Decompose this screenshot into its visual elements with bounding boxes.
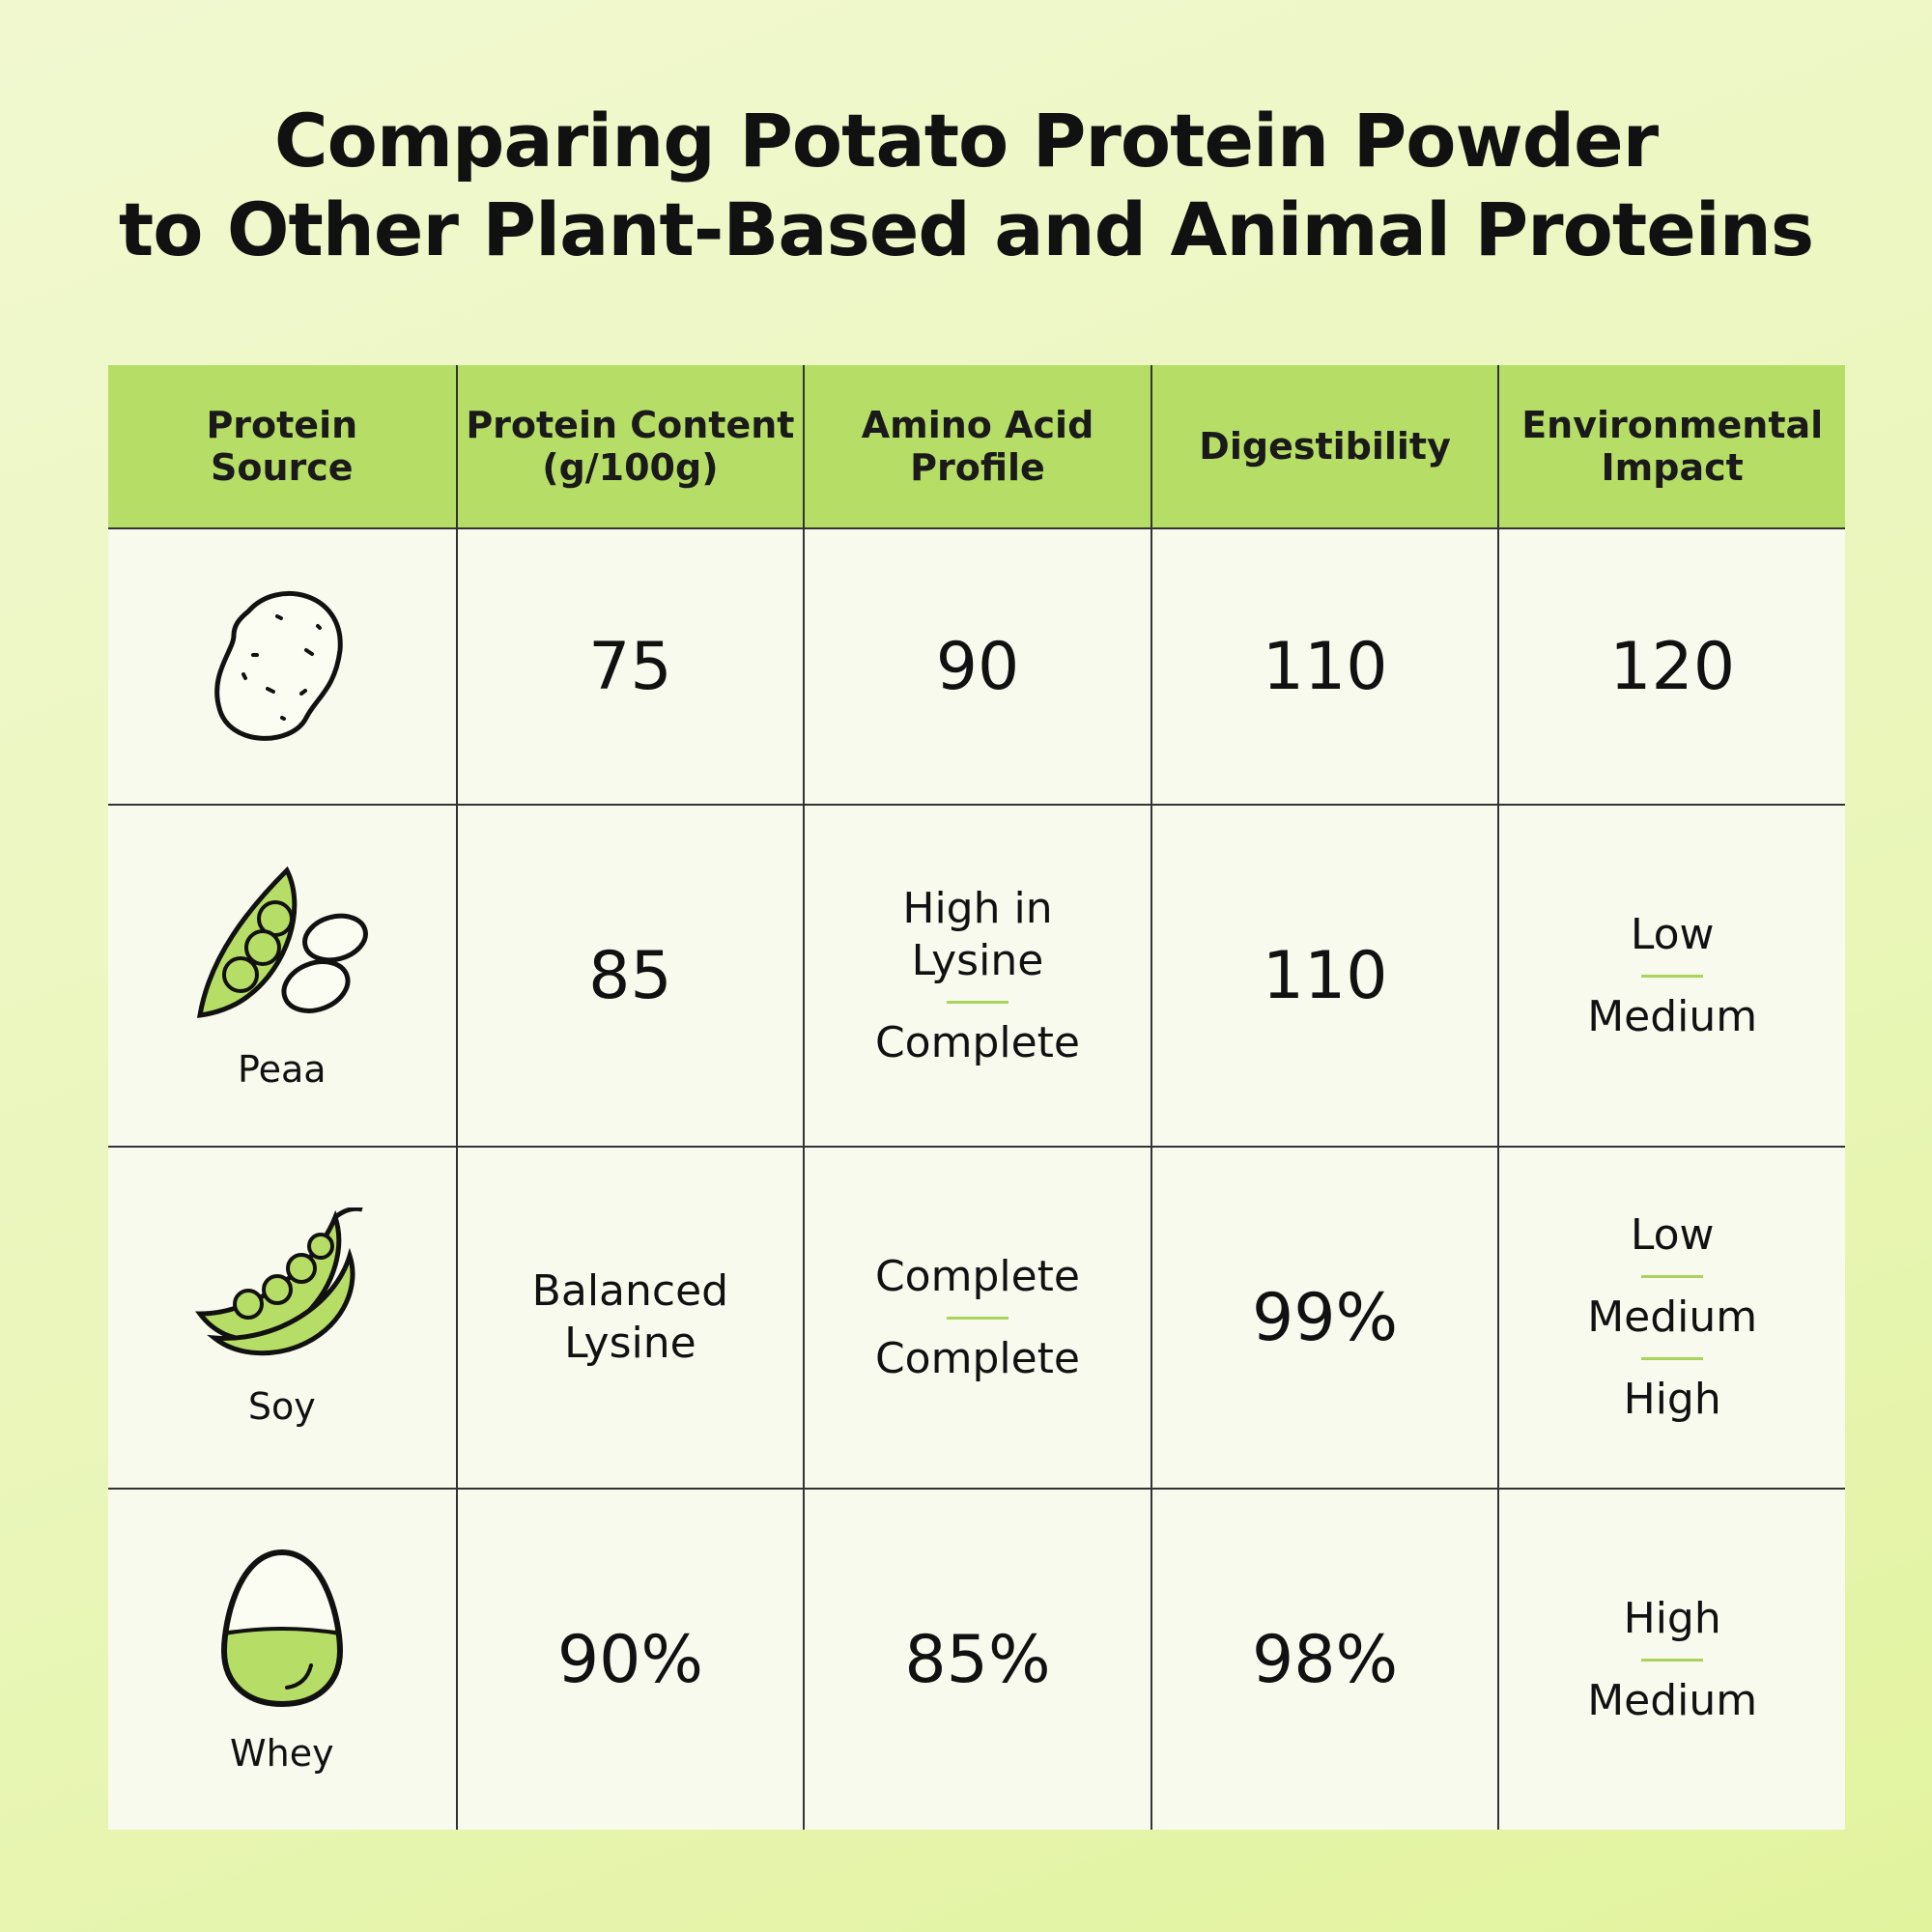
cell-text: 75 (588, 628, 672, 705)
icon (190, 1206, 374, 1366)
cell-text: Low (1630, 1210, 1715, 1260)
cell: 110 (1150, 804, 1498, 1146)
cell-text: 90% (556, 1621, 703, 1698)
cell-text: Low (1630, 909, 1715, 959)
separator (1641, 1357, 1704, 1360)
cell-text: Complete (874, 1333, 1081, 1383)
cell: 120 (1497, 527, 1845, 804)
cell-text: High (1623, 1375, 1721, 1424)
cell-text: Complete (874, 1251, 1081, 1301)
icon (210, 582, 355, 751)
cell-text: 90 (935, 628, 1020, 705)
source-cell (108, 527, 456, 804)
cell: Low Medium High (1497, 1146, 1845, 1488)
cell: 75 (455, 527, 804, 804)
source-cell: Peaa (108, 804, 456, 1146)
cell-text: 98% (1252, 1621, 1399, 1698)
cell-text: Balanced Lysine (531, 1266, 729, 1368)
column-header: Digestibility (1150, 365, 1498, 527)
title-line: Comparing Potato Protein Powder (273, 98, 1659, 184)
cell-text: 85% (904, 1621, 1051, 1698)
cell: 90 (803, 527, 1151, 804)
cell: 110 (1150, 527, 1498, 804)
cell-text: Medium (1587, 991, 1758, 1041)
source-cell: Whey (108, 1488, 456, 1830)
separator (946, 1000, 1009, 1004)
cell-text: Medium (1587, 1293, 1758, 1342)
icon (190, 861, 374, 1029)
cell-text: High in Lysine (902, 883, 1053, 985)
title: Comparing Potato Protein Powder to Other… (0, 97, 1932, 274)
cell: 85 (455, 804, 804, 1146)
column-header: Environmental Impact (1497, 365, 1845, 527)
cell-text: 99% (1252, 1279, 1399, 1356)
separator (946, 1316, 1009, 1320)
cell: 85% (803, 1488, 1151, 1830)
header-line: (g/100g) (542, 446, 719, 489)
column-header: Amino Acid Profile (803, 365, 1151, 527)
header-line: Environmental (1521, 404, 1824, 446)
source-label: Soy (247, 1385, 316, 1428)
cell-text: Complete (874, 1017, 1081, 1067)
cell: 98% (1150, 1488, 1498, 1830)
separator (1641, 1275, 1704, 1278)
cell-text: High (1623, 1593, 1721, 1643)
cell-text: 85 (588, 937, 672, 1014)
cell: High in Lysine Complete (803, 804, 1151, 1146)
cell-text: 120 (1609, 628, 1736, 705)
cell: Low Medium (1497, 804, 1845, 1146)
comparison-table: Protein Source Protein Content (g/100g) Amin… (108, 365, 1845, 1830)
cell: High Medium (1497, 1488, 1845, 1830)
source-label: Peaa (238, 1048, 327, 1091)
header-line: Amino Acid (861, 404, 1094, 446)
cell: Complete Complete (803, 1146, 1151, 1488)
column-header: Protein Source (108, 365, 456, 527)
cell: Balanced Lysine (455, 1146, 804, 1488)
separator (1641, 1658, 1704, 1662)
cell: 90% (455, 1488, 804, 1830)
header-line: Source (211, 446, 354, 489)
cell: 99% (1150, 1146, 1498, 1488)
cell-text: 110 (1262, 937, 1388, 1014)
header-line: Digestibility (1199, 425, 1451, 468)
column-header: Protein Content (g/100g) (455, 365, 804, 527)
header-line: Protein (206, 404, 358, 446)
source-label: Whey (230, 1732, 334, 1775)
cell-text: Medium (1587, 1675, 1758, 1725)
icon (219, 1545, 345, 1713)
header-line: Impact (1601, 446, 1744, 489)
source-cell: Soy (108, 1146, 456, 1488)
cell-text: 110 (1262, 628, 1388, 705)
title-line: to Other Plant-Based and Animal Proteins (118, 186, 1814, 272)
header-line: Protein Content (466, 404, 795, 446)
separator (1641, 974, 1704, 978)
header-line: Profile (910, 446, 1045, 489)
